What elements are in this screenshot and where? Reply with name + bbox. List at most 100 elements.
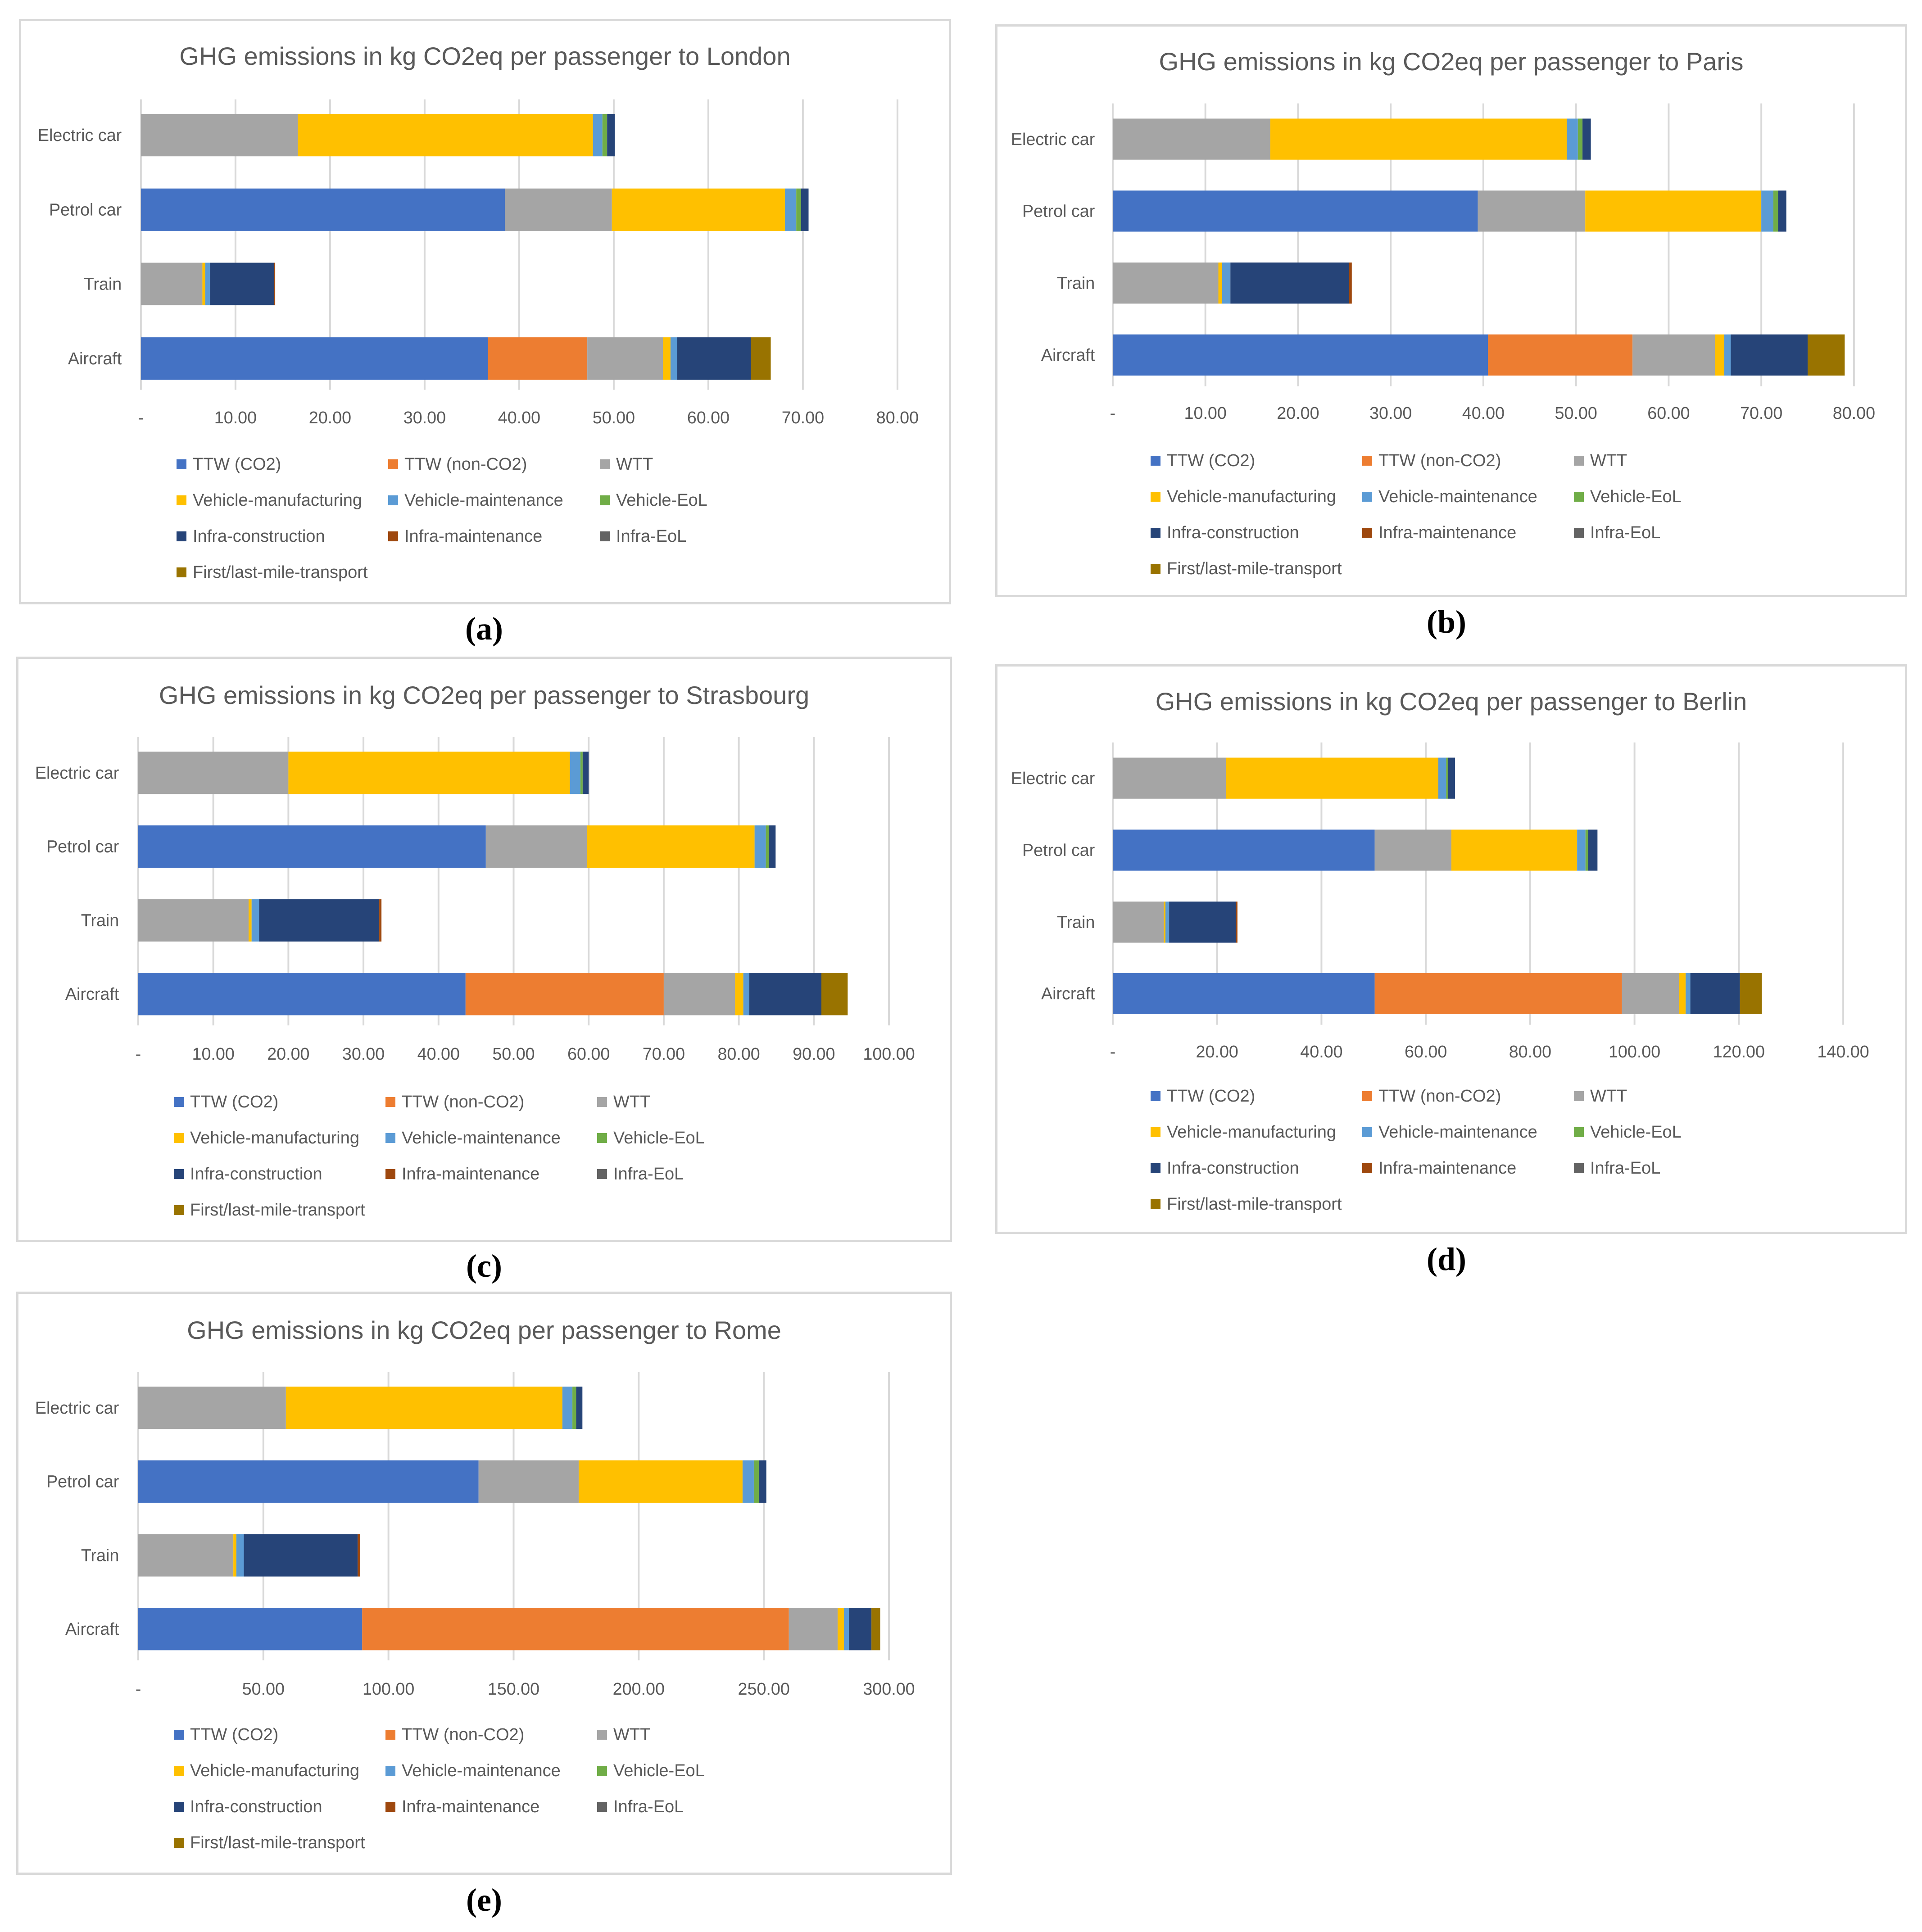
bar-segment: Vehicle-maintenance: 1.4 [570,751,580,794]
legend-swatch [177,531,186,541]
legend-label: First/last-mile-transport [193,562,368,582]
bar-segment: Vehicle-maintenance: 1.6 [1577,830,1586,871]
legend-swatch [385,1097,395,1107]
bar-segment: Vehicle-manufacturing: 40.7 [1226,757,1438,799]
x-tick-label: 60.00 [687,408,730,427]
legend-item: Infra-EoL [1574,1155,1786,1181]
bar-segment: Infra-construction: 2.5 [576,1386,583,1429]
bar-segment: Infra-construction: 45.5 [244,1534,358,1577]
bar-segment: Vehicle-manufacturing: 18.3 [612,188,785,231]
legend-label: Infra-maintenance [402,1164,540,1184]
panel-label: (a) [465,611,503,647]
legend-swatch [1151,1127,1160,1137]
legend-swatch [385,1766,395,1776]
chart-plot: - 50.00 100.00 150.00 200.00 250.00 300.00 Elec… [35,1372,915,1698]
x-tick-label: 50.00 [593,408,635,427]
legend-swatch [174,1766,184,1776]
legend-swatch [597,1097,607,1107]
legend-swatch [597,1766,607,1776]
bar-segment: Vehicle-manufacturing: 1.2 [233,1534,236,1577]
x-tick-label: 100.00 [363,1679,414,1698]
legend-swatch [385,1730,395,1740]
x-tick-label: - [136,1679,141,1698]
legend-label: First/last-mile-transport [190,1200,365,1220]
x-tick-label: 50.00 [242,1679,285,1698]
legend-label: Vehicle-maintenance [402,1761,561,1780]
legend-label: TTW (CO2) [190,1092,279,1111]
panel-label: (d) [1427,1241,1466,1277]
bar-segment: Infra-construction: 8.3 [1731,334,1808,376]
chart-legend: TTW (CO2) TTW (non-CO2) WTT Vehicle-manufac… [174,1722,809,1856]
chart-title: GHG emissions in kg CO2eq per passenger … [159,681,810,709]
legend-swatch [1151,1163,1160,1173]
bar-segment: WTT: 11.4 [1112,262,1219,304]
legend-item: Vehicle-manufacturing [1151,484,1362,510]
legend-label: Vehicle-EoL [613,1761,705,1780]
legend-item: Vehicle-maintenance [388,487,600,513]
legend-label: First/last-mile-transport [1167,1194,1342,1214]
chart-strasbourg: GHG emissions in kg CO2eq per passenger … [16,657,952,1242]
x-tick-label: 40.00 [498,408,540,427]
bar-segment: Vehicle-EoL: 0.5 [1773,190,1778,232]
x-tick-label: 60.00 [567,1044,610,1063]
bar-segment: Infra-maintenance: 1 [358,1534,360,1577]
legend-item: Infra-maintenance [1362,520,1574,546]
category-label: Train [1057,912,1095,931]
legend-swatch [385,1133,395,1143]
legend-item: Vehicle-EoL [597,1125,809,1151]
legend-swatch [1574,456,1584,466]
legend-label: Infra-construction [1167,1158,1299,1178]
legend-swatch [1574,528,1584,538]
bar-segment: Vehicle-maintenance: 0.8 [743,973,749,1016]
category-label: Electric car [35,1398,119,1417]
chart-title: GHG emissions in kg CO2eq per passenger … [1155,687,1747,716]
legend-item: WTT [600,451,811,477]
legend-item: Infra-EoL [1574,520,1786,546]
legend-swatch [385,1802,395,1812]
x-tick-label: 80.00 [717,1044,760,1063]
bar-segment: Infra-construction: 0.9 [1778,190,1786,232]
bar-segment: WTT: 40 [478,1460,579,1503]
bar-segment: Vehicle-maintenance: 0.7 [1165,901,1170,943]
bar-segment: Vehicle-EoL: 0.4 [1446,757,1448,799]
legend-label: Infra-construction [190,1797,322,1816]
legend-label: WTT [613,1725,651,1744]
legend-label: First/last-mile-transport [1167,559,1342,578]
chart-berlin: GHG emissions in kg CO2eq per passenger … [995,664,1907,1234]
legend-swatch [1574,1127,1584,1137]
bar-segment: Infra-construction: 0.8 [801,188,809,231]
category-label: Aircraft [65,1619,119,1638]
bar-segment: Infra-construction: 6.8 [210,263,275,305]
legend-label: Vehicle-manufacturing [190,1128,359,1147]
legend-item: Vehicle-manufacturing [174,1125,385,1151]
legend-label: Vehicle-manufacturing [1167,1122,1336,1142]
bar-segment: Infra-construction: 9 [849,1608,872,1651]
legend-label: TTW (CO2) [193,454,281,474]
category-label: Train [84,274,122,293]
x-tick-label: - [136,1044,141,1063]
legend-label: Infra-construction [190,1164,322,1184]
legend-label: Infra-EoL [1590,1158,1661,1178]
x-tick-label: 10.00 [1184,404,1227,422]
legend-swatch [597,1169,607,1179]
legend-item: First/last-mile-transport [174,1830,385,1856]
bar-segment: Infra-construction: 0.9 [1582,118,1591,160]
bar-segment: Infra-construction: 0.9 [769,825,776,868]
x-tick-label: 60.00 [1647,404,1690,422]
bar-segment: WTT: 9.8 [1112,901,1164,943]
legend-swatch [597,1730,607,1740]
legend-item: Infra-construction [1151,520,1362,546]
bar-segment: Vehicle-manufacturing: 110.5 [286,1386,562,1429]
bar-segment: Vehicle-maintenance: 1.5 [754,825,766,868]
chart-paris: GHG emissions in kg CO2eq per passenger … [995,24,1907,597]
bar-segment: TTW (CO2): 36.7 [141,337,488,380]
bar-segment: Vehicle-manufacturing: 31.2 [298,113,593,157]
bar-segment: Vehicle-manufacturing: 65.5 [578,1460,743,1503]
bar-segment: Vehicle-maintenance: 3 [236,1534,244,1577]
legend-item: WTT [597,1089,809,1115]
bar-segment: Vehicle-maintenance: 4 [562,1386,573,1429]
legend-swatch [388,459,398,469]
bar-segment: Vehicle-maintenance: 1.5 [1438,757,1446,799]
x-tick-label: 30.00 [342,1044,385,1063]
legend-swatch [1362,492,1372,502]
